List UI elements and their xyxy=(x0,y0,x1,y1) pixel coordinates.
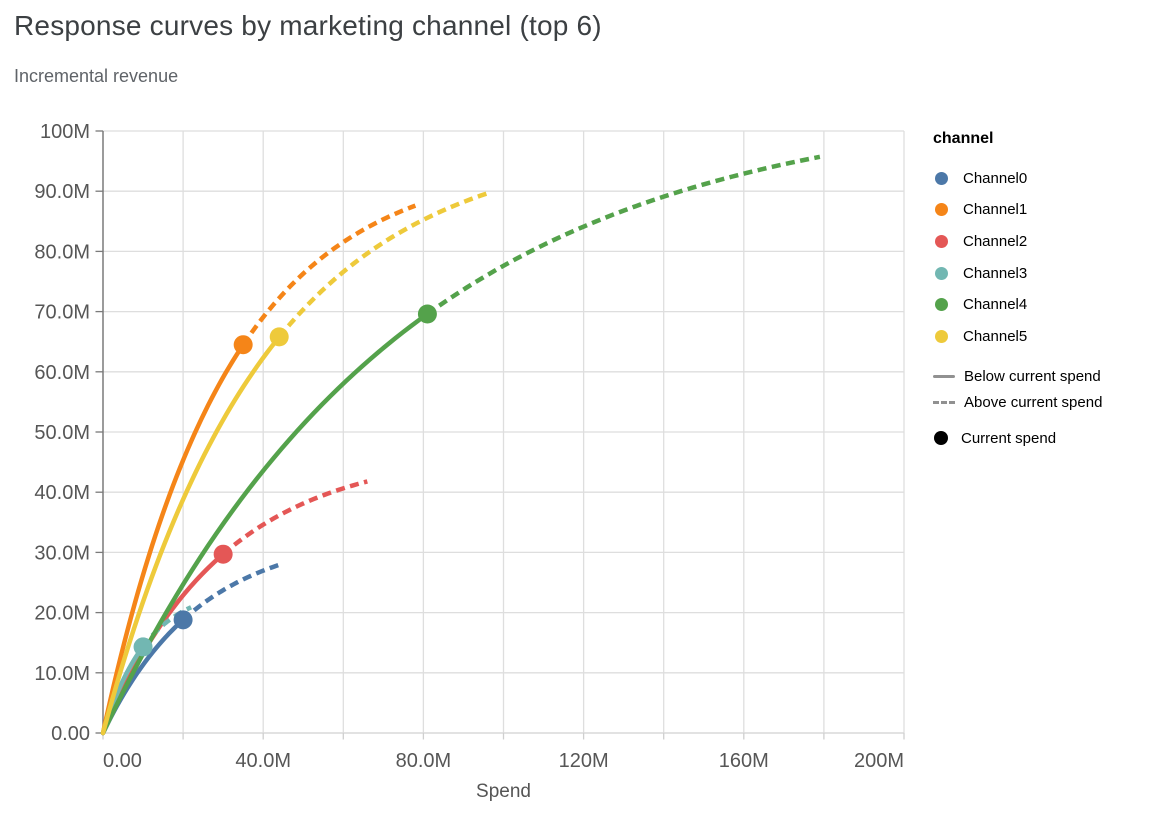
curve-channel2-above xyxy=(221,479,368,556)
curve-channel1-below xyxy=(100,342,246,736)
current-spend-dot-icon xyxy=(934,431,948,446)
y-tick-label: 0.00 xyxy=(51,723,90,745)
current-spend-point-channel3 xyxy=(133,637,153,657)
legend-style-label: Above current spend xyxy=(964,393,1103,411)
curve-channel4-below xyxy=(100,311,430,736)
legend-swatch-icon xyxy=(935,171,948,185)
legend-item-channel5: Channel5 xyxy=(933,322,1163,350)
gridlines xyxy=(103,130,905,733)
curve-channel0-above xyxy=(181,562,280,622)
legend-solid-line: Below current spend xyxy=(933,363,1163,389)
current-spend-point-channel2 xyxy=(213,544,233,564)
current-spend-point-channel0 xyxy=(173,610,193,630)
current-spend-points xyxy=(133,304,437,657)
legend-swatch-icon xyxy=(935,234,948,248)
y-tick-label: 70.0M xyxy=(34,302,90,324)
curve-channel3-above xyxy=(141,605,193,648)
legend-channel-items: Channel0 Channel1 Channel2 Channel3 Channel4… xyxy=(933,164,1163,350)
y-tick-label: 80.0M xyxy=(34,241,90,263)
legend-item-label: Channel1 xyxy=(963,201,1028,219)
y-tick-label: 90.0M xyxy=(34,181,90,203)
x-axis-title: Spend xyxy=(476,781,531,802)
y-tick-label: 10.0M xyxy=(34,663,90,685)
y-tick-label: 40.0M xyxy=(34,482,90,504)
x-tick-label: 200M xyxy=(854,750,904,772)
legend-item-channel1: Channel1 xyxy=(933,196,1163,224)
y-tick-label: 50.0M xyxy=(34,422,90,444)
legend-item-label: Channel5 xyxy=(963,327,1028,345)
legend-item-label: Channel2 xyxy=(963,232,1028,250)
legend-item-channel2: Channel2 xyxy=(933,227,1163,255)
y-tick-label: 30.0M xyxy=(34,542,90,564)
legend-swatch-icon xyxy=(935,266,948,280)
curve-channel2-below xyxy=(100,551,226,736)
legend-item-label: Channel4 xyxy=(963,296,1028,314)
y-tick-label: 100M xyxy=(40,121,90,143)
legend-style-label: Below current spend xyxy=(964,367,1101,385)
legend-item-label: Channel3 xyxy=(963,264,1028,282)
legend-swatch-icon xyxy=(935,329,948,343)
response-curves xyxy=(100,154,821,736)
curve-channel5-below xyxy=(100,334,282,736)
solid-line-icon xyxy=(933,374,955,378)
chart-subtitle: Incremental revenue xyxy=(14,66,179,86)
x-tick-label: 0.00 xyxy=(103,750,142,772)
curve-channel1-above xyxy=(241,203,417,347)
curve-channel5-above xyxy=(277,189,493,339)
current-spend-point-channel4 xyxy=(417,304,437,324)
y-tick-label: 20.0M xyxy=(34,603,90,625)
x-tick-label: 80.0M xyxy=(396,750,452,772)
legend-current-spend: Current spend xyxy=(933,424,1163,452)
dashed-line-icon xyxy=(933,400,955,404)
curve-channel4-above xyxy=(426,154,821,316)
legend-item-label: Channel0 xyxy=(963,169,1028,187)
axes: 0.00 40.0M 80.0M 120M 160M 200M 0.00 10.0M 20.0M… xyxy=(34,121,905,772)
legend-swatch-icon xyxy=(935,203,948,217)
legend-item-channel3: Channel3 xyxy=(933,259,1163,287)
legend-dashed-line: Above current spend xyxy=(933,389,1163,415)
legend-item-channel0: Channel0 xyxy=(933,164,1163,192)
chart-title: Response curves by marketing channel (to… xyxy=(14,10,602,41)
x-tick-label: 40.0M xyxy=(235,750,291,772)
legend-current-spend-label: Current spend xyxy=(961,429,1057,447)
legend-line-styles: Below current spend Above current spend xyxy=(933,363,1163,415)
x-tick-label: 120M xyxy=(559,750,609,772)
legend-title: channel xyxy=(933,130,994,147)
current-spend-point-channel1 xyxy=(233,335,253,355)
legend-swatch-icon xyxy=(935,298,948,312)
y-tick-label: 60.0M xyxy=(34,362,90,384)
current-spend-point-channel5 xyxy=(269,327,289,347)
x-tick-label: 160M xyxy=(719,750,769,772)
legend-item-channel4: Channel4 xyxy=(933,291,1163,319)
legend: channel Channel0 Channel1 Channel2 Channel3… xyxy=(933,130,1163,452)
